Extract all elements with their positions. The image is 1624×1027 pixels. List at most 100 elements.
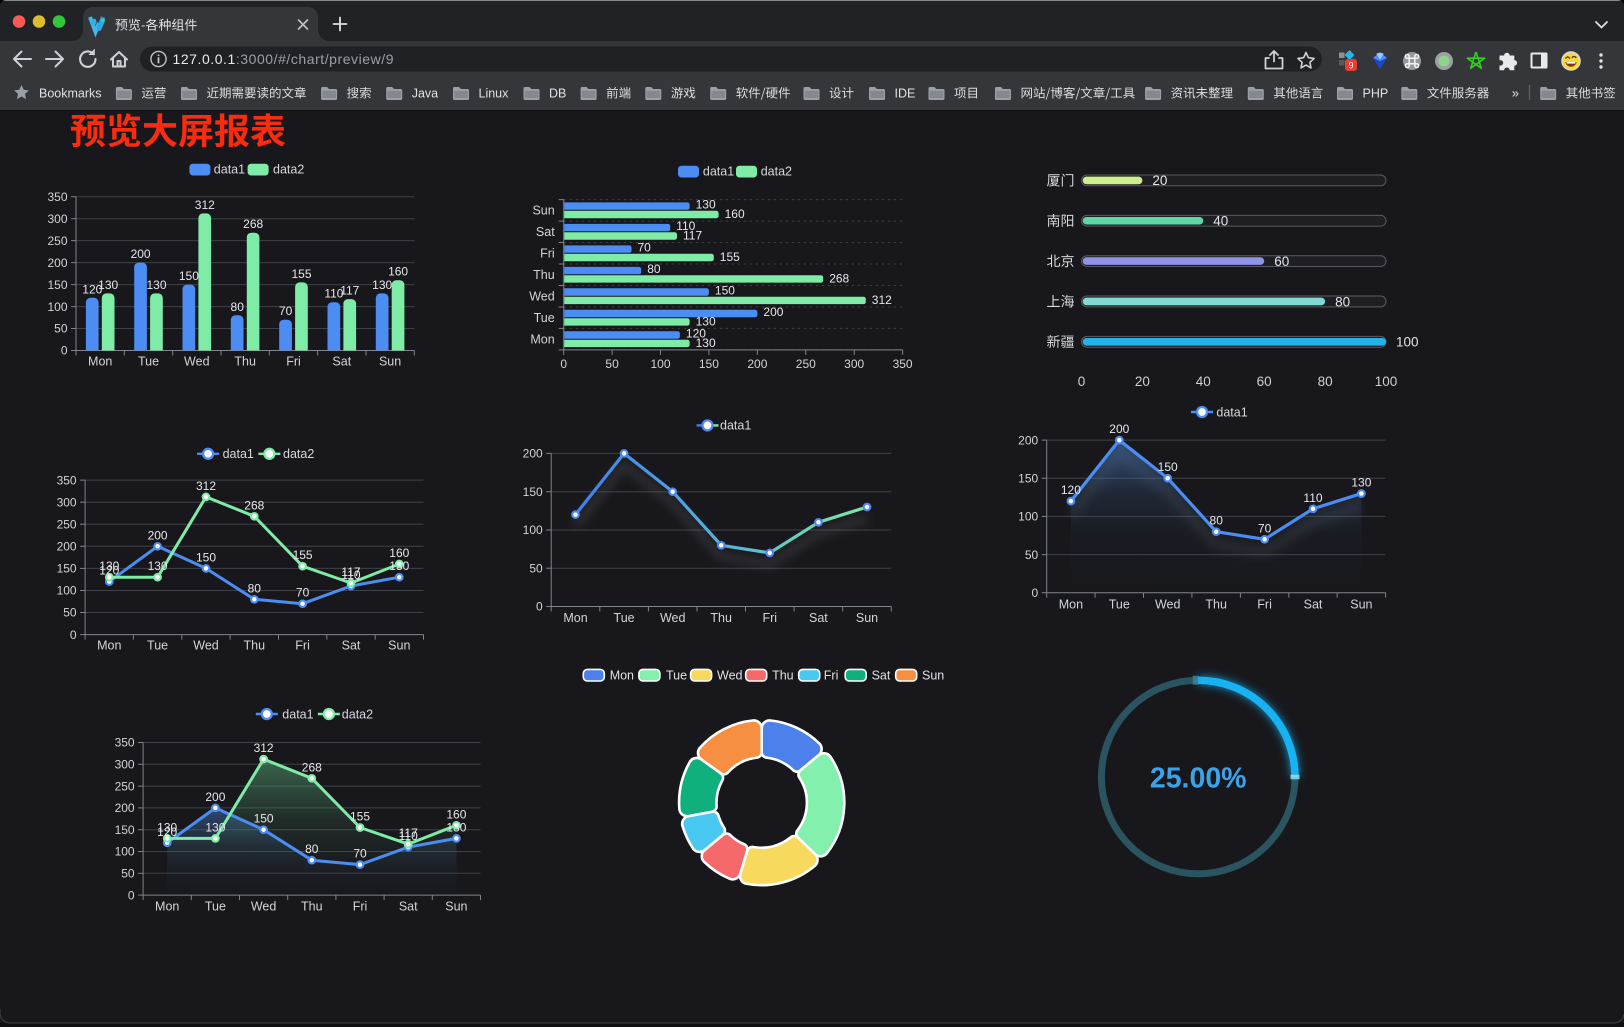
- svg-text:Tue: Tue: [1109, 597, 1130, 611]
- svg-text:Sat: Sat: [809, 611, 828, 625]
- svg-text:60: 60: [1274, 254, 1289, 269]
- svg-text:200: 200: [763, 305, 783, 319]
- svg-text:100: 100: [650, 357, 670, 371]
- svg-text:data2: data2: [342, 707, 373, 721]
- svg-text:130: 130: [446, 820, 466, 834]
- svg-text:250: 250: [47, 234, 67, 248]
- svg-text:117: 117: [341, 565, 360, 579]
- svg-text:80: 80: [1210, 514, 1224, 528]
- svg-text:Mon: Mon: [97, 638, 121, 652]
- svg-text:Thu: Thu: [244, 638, 266, 652]
- svg-text:Mon: Mon: [610, 669, 634, 683]
- svg-text:150: 150: [1158, 460, 1178, 474]
- svg-text:data1: data1: [223, 447, 254, 461]
- svg-text:50: 50: [121, 867, 135, 881]
- svg-text:100: 100: [1375, 374, 1398, 389]
- svg-text:data1: data1: [1216, 405, 1247, 419]
- svg-text:150: 150: [115, 823, 135, 837]
- svg-text:160: 160: [388, 265, 408, 279]
- svg-text:Thu: Thu: [772, 669, 794, 683]
- svg-text:»: »: [1512, 86, 1519, 101]
- svg-text:350: 350: [57, 473, 77, 487]
- svg-text:150: 150: [57, 562, 77, 576]
- svg-text:Wed: Wed: [717, 669, 743, 683]
- svg-text:120: 120: [82, 282, 102, 296]
- svg-text:160: 160: [725, 207, 745, 221]
- svg-text:200: 200: [148, 528, 168, 542]
- svg-text:250: 250: [115, 779, 135, 793]
- svg-text:117: 117: [683, 229, 702, 243]
- svg-text:70: 70: [638, 241, 652, 255]
- svg-text:Thu: Thu: [234, 355, 256, 369]
- svg-text:80: 80: [1335, 294, 1350, 309]
- svg-text:data2: data2: [761, 165, 792, 179]
- svg-text:Sun: Sun: [388, 638, 410, 652]
- svg-text:Tue: Tue: [534, 311, 555, 325]
- svg-text:Sun: Sun: [922, 669, 944, 683]
- svg-text:0: 0: [61, 344, 68, 358]
- svg-text:0: 0: [536, 600, 543, 614]
- svg-text:Fri: Fri: [763, 611, 778, 625]
- svg-text:0: 0: [1078, 374, 1086, 389]
- svg-text:80: 80: [305, 842, 319, 856]
- svg-text:200: 200: [1018, 433, 1038, 447]
- svg-text:120: 120: [1061, 483, 1081, 497]
- svg-text:130: 130: [98, 278, 118, 292]
- svg-text:9: 9: [1348, 61, 1353, 71]
- svg-text:Fri: Fri: [540, 247, 555, 261]
- svg-text:PHP: PHP: [1363, 87, 1389, 101]
- svg-text:100: 100: [47, 300, 67, 314]
- svg-text:Mon: Mon: [155, 900, 179, 914]
- svg-text:50: 50: [605, 357, 619, 371]
- svg-text:155: 155: [720, 250, 740, 264]
- svg-text:Mon: Mon: [1059, 597, 1083, 611]
- svg-text:Wed: Wed: [529, 290, 555, 304]
- svg-text:130: 130: [696, 336, 716, 350]
- svg-text:100: 100: [57, 584, 77, 598]
- svg-text:Wed: Wed: [251, 900, 277, 914]
- svg-text:0: 0: [560, 357, 567, 371]
- svg-text:Wed: Wed: [184, 355, 210, 369]
- svg-text:150: 150: [254, 812, 274, 826]
- svg-text:40: 40: [1196, 374, 1211, 389]
- svg-text:312: 312: [872, 293, 892, 307]
- svg-text:312: 312: [195, 198, 215, 212]
- svg-text:Sat: Sat: [536, 225, 555, 239]
- svg-text:Java: Java: [412, 87, 438, 101]
- svg-text:Sat: Sat: [332, 355, 351, 369]
- svg-text:250: 250: [57, 517, 77, 531]
- svg-text:117: 117: [340, 284, 359, 298]
- svg-text:Sat: Sat: [399, 900, 418, 914]
- svg-text:data1: data1: [720, 419, 751, 433]
- svg-text:Mon: Mon: [530, 333, 554, 347]
- svg-text:20: 20: [1152, 173, 1167, 188]
- svg-text:Fri: Fri: [295, 638, 310, 652]
- svg-text:Mon: Mon: [88, 355, 112, 369]
- svg-text:300: 300: [47, 212, 67, 226]
- svg-text:Sat: Sat: [342, 638, 361, 652]
- svg-text:150: 150: [196, 550, 216, 564]
- svg-text:70: 70: [1258, 521, 1272, 535]
- svg-text:Sun: Sun: [379, 355, 401, 369]
- svg-text:40: 40: [1213, 214, 1228, 229]
- svg-text:130: 130: [372, 278, 392, 292]
- svg-text:50: 50: [529, 561, 543, 575]
- svg-text:117: 117: [399, 826, 418, 840]
- svg-text:160: 160: [446, 807, 466, 821]
- svg-text:155: 155: [291, 267, 311, 281]
- svg-text:Fri: Fri: [1257, 597, 1272, 611]
- svg-text:Fri: Fri: [353, 900, 368, 914]
- svg-text:200: 200: [47, 256, 67, 270]
- svg-text:Thu: Thu: [301, 900, 323, 914]
- svg-text:Linux: Linux: [479, 87, 510, 101]
- svg-text:0: 0: [1032, 586, 1039, 600]
- svg-text:100: 100: [523, 523, 543, 537]
- svg-text:60: 60: [1257, 374, 1272, 389]
- svg-text:80: 80: [231, 300, 245, 314]
- svg-text:200: 200: [115, 801, 135, 815]
- svg-text:268: 268: [243, 217, 263, 231]
- svg-text:Sun: Sun: [445, 900, 467, 914]
- svg-text:312: 312: [254, 741, 274, 755]
- svg-text:130: 130: [696, 315, 716, 329]
- svg-text:127.0.0.1:3000/#/chart/preview: 127.0.0.1:3000/#/chart/preview/9: [173, 51, 395, 67]
